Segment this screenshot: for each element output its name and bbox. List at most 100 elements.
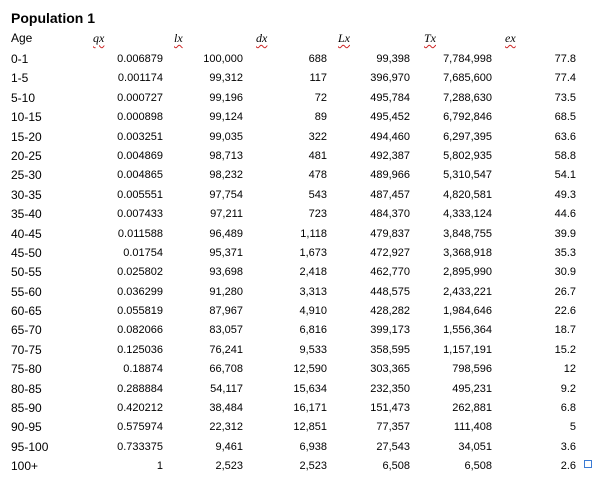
cell-dx[interactable]: 16,171 [293,402,327,415]
cell-lx-cap[interactable]: 303,365 [370,363,410,376]
cell-dx[interactable]: 2,418 [299,266,327,279]
cell-ex[interactable]: 22.6 [554,305,576,318]
cell-dx[interactable]: 6,816 [299,324,327,337]
cell-dx[interactable]: 15,634 [293,382,327,395]
cell-dx[interactable]: 89 [314,111,327,124]
cell-lx-cap[interactable]: 462,770 [370,266,410,279]
cell-ex[interactable]: 12 [563,363,576,376]
cell-tx[interactable]: 34,051 [458,440,492,453]
cell-age[interactable]: 45-50 [11,245,42,260]
cell-lx[interactable]: 97,754 [209,188,243,201]
cell-dx[interactable]: 688 [308,53,327,65]
cell-lx[interactable]: 98,713 [209,149,243,162]
cell-ex[interactable]: 58.8 [554,149,576,162]
cell-lx[interactable]: 22,312 [209,421,243,434]
cell-lx-cap[interactable]: 77,357 [376,421,410,434]
cell-tx[interactable]: 7,685,600 [443,72,492,85]
cell-lx-cap[interactable]: 358,595 [370,343,410,356]
cell-qx[interactable]: 0.025802 [117,266,163,279]
cell-dx[interactable]: 478 [308,169,327,182]
cell-lx-cap[interactable]: 494,460 [370,130,410,143]
cell-lx-cap[interactable]: 487,457 [370,188,410,201]
cell-dx[interactable]: 12,851 [293,421,327,434]
cell-lx[interactable]: 9,461 [215,440,243,453]
cell-tx[interactable]: 798,596 [452,363,492,376]
cell-qx[interactable]: 0.006879 [117,53,163,65]
cell-age[interactable]: 10-15 [11,110,42,125]
cell-qx[interactable]: 0.004869 [117,149,163,162]
cell-qx[interactable]: 0.004865 [117,169,163,182]
cell-qx[interactable]: 0.125036 [117,343,163,356]
cell-tx[interactable]: 7,288,630 [443,91,492,104]
cell-qx[interactable]: 0.001174 [117,72,163,85]
cell-dx[interactable]: 72 [314,91,327,104]
cell-qx[interactable]: 0.055819 [117,305,163,318]
cell-ex[interactable]: 6.8 [560,402,576,415]
cell-lx-cap[interactable]: 27,543 [376,440,410,453]
cell-dx[interactable]: 2,523 [299,460,327,473]
cell-tx[interactable]: 5,802,935 [443,149,492,162]
cell-age[interactable]: 80-85 [11,381,42,396]
cell-ex[interactable]: 30.9 [554,266,576,279]
cell-age[interactable]: 50-55 [11,265,42,280]
cell-age[interactable]: 20-25 [11,148,42,163]
cell-tx[interactable]: 5,310,547 [443,169,492,182]
cell-age[interactable]: 1-5 [11,71,29,86]
cell-dx[interactable]: 12,590 [293,363,327,376]
cell-ex[interactable]: 5 [569,421,576,434]
cell-age[interactable]: 100+ [11,459,39,474]
cell-qx[interactable]: 0.000727 [117,91,163,104]
cell-qx[interactable]: 0.01754 [123,246,163,259]
cell-age[interactable]: 75-80 [11,362,42,377]
cell-lx-cap[interactable]: 99,398 [376,53,410,65]
cell-tx[interactable]: 2,895,990 [443,266,492,279]
header-ex[interactable]: ex [505,29,516,47]
cell-age[interactable]: 15-20 [11,129,42,144]
cell-tx[interactable]: 7,784,998 [443,53,492,65]
cell-qx[interactable]: 0.000898 [117,111,163,124]
cell-ex[interactable]: 49.3 [554,188,576,201]
cell-lx[interactable]: 99,312 [209,72,243,85]
cell-lx[interactable]: 99,124 [209,111,243,124]
cell-lx[interactable]: 38,484 [209,402,243,415]
cell-lx[interactable]: 93,698 [209,266,243,279]
cell-tx[interactable]: 6,297,395 [443,130,492,143]
cell-tx[interactable]: 1,556,364 [443,324,492,337]
cell-lx[interactable]: 97,211 [210,208,243,221]
cell-ex[interactable]: 63.6 [554,130,576,143]
cell-lx[interactable]: 95,371 [209,246,243,259]
cell-lx[interactable]: 54,117 [210,382,243,395]
cell-dx[interactable]: 1,118 [300,227,327,240]
cell-ex[interactable]: 3.6 [560,440,576,453]
cell-lx-cap[interactable]: 399,173 [370,324,410,337]
cell-tx[interactable]: 4,333,124 [443,208,492,221]
cell-lx-cap[interactable]: 495,452 [370,111,410,124]
sheet-title[interactable]: Population 1 [11,10,95,26]
cell-dx[interactable]: 6,938 [299,440,327,453]
cell-qx[interactable]: 0.007433 [117,208,163,221]
cell-qx[interactable]: 0.18874 [123,363,163,376]
cell-tx[interactable]: 6,508 [464,460,492,473]
cell-tx[interactable]: 4,820,581 [443,188,492,201]
cell-qx[interactable]: 0.288884 [117,382,163,395]
cell-age[interactable]: 5-10 [11,90,36,105]
cell-age[interactable]: 35-40 [11,207,42,222]
cell-tx[interactable]: 3,368,918 [443,246,492,259]
cell-dx[interactable]: 543 [308,188,327,201]
cell-ex[interactable]: 2.6 [560,460,576,473]
cell-qx[interactable]: 0.011588 [117,227,163,240]
cell-qx[interactable]: 0.036299 [117,285,163,298]
cell-lx-cap[interactable]: 495,784 [370,91,410,104]
selection-fill-handle[interactable] [584,460,592,468]
cell-age[interactable]: 90-95 [11,420,42,435]
cell-dx[interactable]: 9,533 [299,343,327,356]
cell-lx-cap[interactable]: 232,350 [370,382,410,395]
cell-qx[interactable]: 0.420212 [117,402,163,415]
cell-tx[interactable]: 2,433,221 [443,285,492,298]
cell-lx[interactable]: 83,057 [209,324,243,337]
cell-dx[interactable]: 481 [308,149,327,162]
cell-lx[interactable]: 99,196 [209,91,243,104]
cell-tx[interactable]: 1,157,191 [443,343,492,356]
cell-tx[interactable]: 262,881 [452,402,492,415]
cell-ex[interactable]: 77.4 [554,72,576,85]
